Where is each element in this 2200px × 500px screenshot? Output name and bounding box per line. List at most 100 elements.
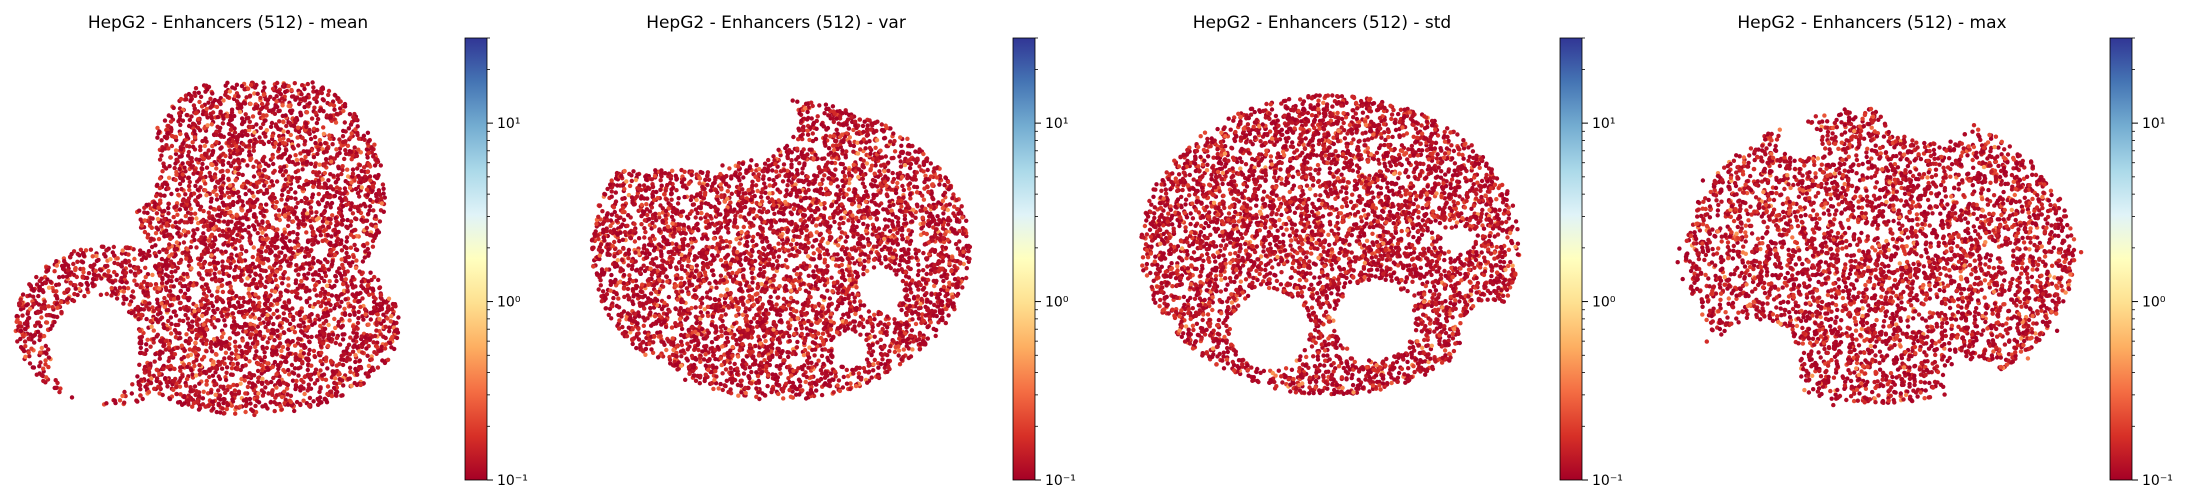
scatter-point: [333, 231, 338, 237]
scatter-point: [381, 186, 386, 191]
scatter-point: [263, 325, 268, 330]
scatter-point: [245, 132, 250, 138]
scatter-point: [166, 201, 171, 206]
scatter-point: [336, 210, 342, 215]
scatter-point: [34, 274, 39, 280]
scatter-point: [335, 236, 341, 242]
scatter-point: [181, 294, 186, 299]
scatter-point: [142, 205, 147, 210]
scatter-point: [319, 400, 324, 405]
scatter-point: [247, 188, 252, 193]
scatter-point: [163, 376, 168, 381]
scatter-point: [375, 340, 380, 345]
scatter-point: [172, 309, 177, 314]
scatter-point: [198, 94, 204, 100]
scatter-point: [137, 208, 142, 213]
scatter-point: [218, 346, 224, 351]
scatter-point: [212, 325, 217, 330]
scatter-point: [200, 218, 205, 224]
scatter-point: [347, 357, 352, 362]
scatter-point: [160, 169, 165, 174]
scatter-point: [341, 139, 346, 145]
scatter-point: [24, 303, 29, 308]
scatter-point: [347, 149, 352, 154]
scatter-point: [216, 205, 222, 210]
scatter-point: [292, 289, 298, 294]
scatter-point: [90, 276, 96, 282]
scatter-point: [285, 346, 291, 352]
scatter-point: [292, 81, 297, 86]
scatter-point: [359, 283, 364, 289]
scatter-point: [274, 199, 279, 205]
scatter-point: [127, 263, 133, 268]
scatter-point: [365, 192, 370, 198]
scatter-point: [197, 393, 202, 399]
scatter-point: [121, 301, 126, 306]
scatter-point: [260, 313, 265, 318]
scatter-point: [365, 169, 370, 175]
scatter-point: [138, 393, 143, 398]
scatter-point: [200, 396, 206, 401]
scatter-point: [74, 274, 80, 280]
scatter-point: [301, 218, 306, 223]
scatter-point: [158, 198, 163, 203]
scatter-point: [153, 351, 158, 357]
scatter-point: [215, 306, 220, 312]
scatter-point: [330, 213, 335, 218]
scatter-point: [164, 308, 169, 313]
scatter-point: [154, 376, 160, 381]
scatter-point: [135, 374, 140, 379]
scatter-point: [236, 134, 241, 139]
scatter-point: [169, 269, 174, 275]
scatter-point: [300, 359, 305, 365]
scatter-point: [322, 270, 328, 275]
scatter-point: [250, 254, 255, 260]
scatter-point: [233, 322, 238, 327]
scatter-point: [190, 319, 195, 324]
scatter-point: [250, 385, 255, 390]
scatter-point: [356, 315, 361, 321]
scatter-point: [263, 284, 268, 290]
scatter-point: [326, 291, 331, 297]
scatter-point: [378, 163, 383, 168]
scatter-point: [374, 344, 380, 350]
scatter-point: [39, 315, 44, 320]
scatter-point: [280, 355, 286, 360]
scatter-point: [156, 236, 162, 242]
scatter-point: [224, 235, 229, 240]
scatter-point: [282, 330, 287, 336]
scatter-point: [235, 331, 240, 336]
scatter-point: [217, 393, 223, 398]
scatter-point: [320, 286, 325, 292]
scatter-point: [240, 325, 245, 330]
scatter-point: [142, 229, 148, 235]
scatter-point: [28, 306, 33, 311]
scatter-point: [204, 106, 209, 112]
scatter-point: [298, 113, 304, 118]
panel-title: HepG2 - Enhancers (512) - mean: [88, 13, 368, 33]
scatter-point: [313, 283, 318, 288]
scatter-point: [224, 370, 229, 375]
scatter-point: [212, 271, 217, 276]
scatter-point: [80, 275, 85, 280]
scatter-point: [31, 365, 37, 370]
scatter-point: [232, 158, 237, 163]
scatter-point: [214, 132, 219, 137]
scatter-point: [220, 121, 226, 126]
scatter-point: [255, 395, 260, 400]
scatter-point: [172, 328, 178, 333]
scatter-point: [318, 141, 323, 147]
scatter-point: [308, 377, 314, 382]
scatter-point: [161, 221, 166, 226]
scatter-point: [260, 236, 265, 242]
scatter-point: [178, 275, 183, 281]
scatter-point: [174, 391, 179, 397]
scatter-point: [213, 184, 218, 190]
scatter-point: [81, 270, 86, 275]
scatter-point: [71, 249, 77, 254]
scatter-point: [340, 362, 346, 368]
scatter-point: [314, 120, 320, 126]
scatter-point: [252, 265, 258, 270]
scatter-point: [150, 272, 155, 278]
scatter-point: [326, 216, 331, 221]
